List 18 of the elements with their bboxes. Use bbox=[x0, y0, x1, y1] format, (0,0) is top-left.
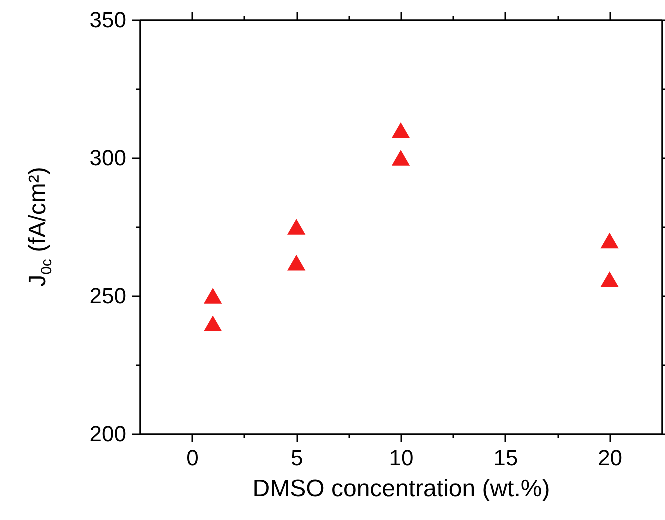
point bbox=[204, 288, 222, 304]
point bbox=[392, 122, 410, 138]
x-tick-label: 10 bbox=[389, 446, 414, 470]
point bbox=[392, 150, 410, 166]
point bbox=[288, 255, 306, 271]
y-tick-label: 200 bbox=[90, 422, 126, 446]
y-tick-label: 300 bbox=[90, 146, 126, 170]
point bbox=[204, 316, 222, 332]
x-tick-label: 20 bbox=[598, 446, 623, 470]
x-tick-label: 15 bbox=[494, 446, 518, 470]
point bbox=[288, 219, 306, 235]
x-tick-label: 0 bbox=[186, 446, 199, 470]
point bbox=[600, 232, 619, 249]
x-axis-title: DMSO concentration (wt.%) bbox=[252, 476, 550, 502]
x-tick-label: 5 bbox=[290, 446, 304, 470]
y-tick-label: 250 bbox=[90, 284, 126, 308]
point bbox=[600, 272, 619, 288]
y-tick-label: 350 bbox=[90, 8, 126, 32]
